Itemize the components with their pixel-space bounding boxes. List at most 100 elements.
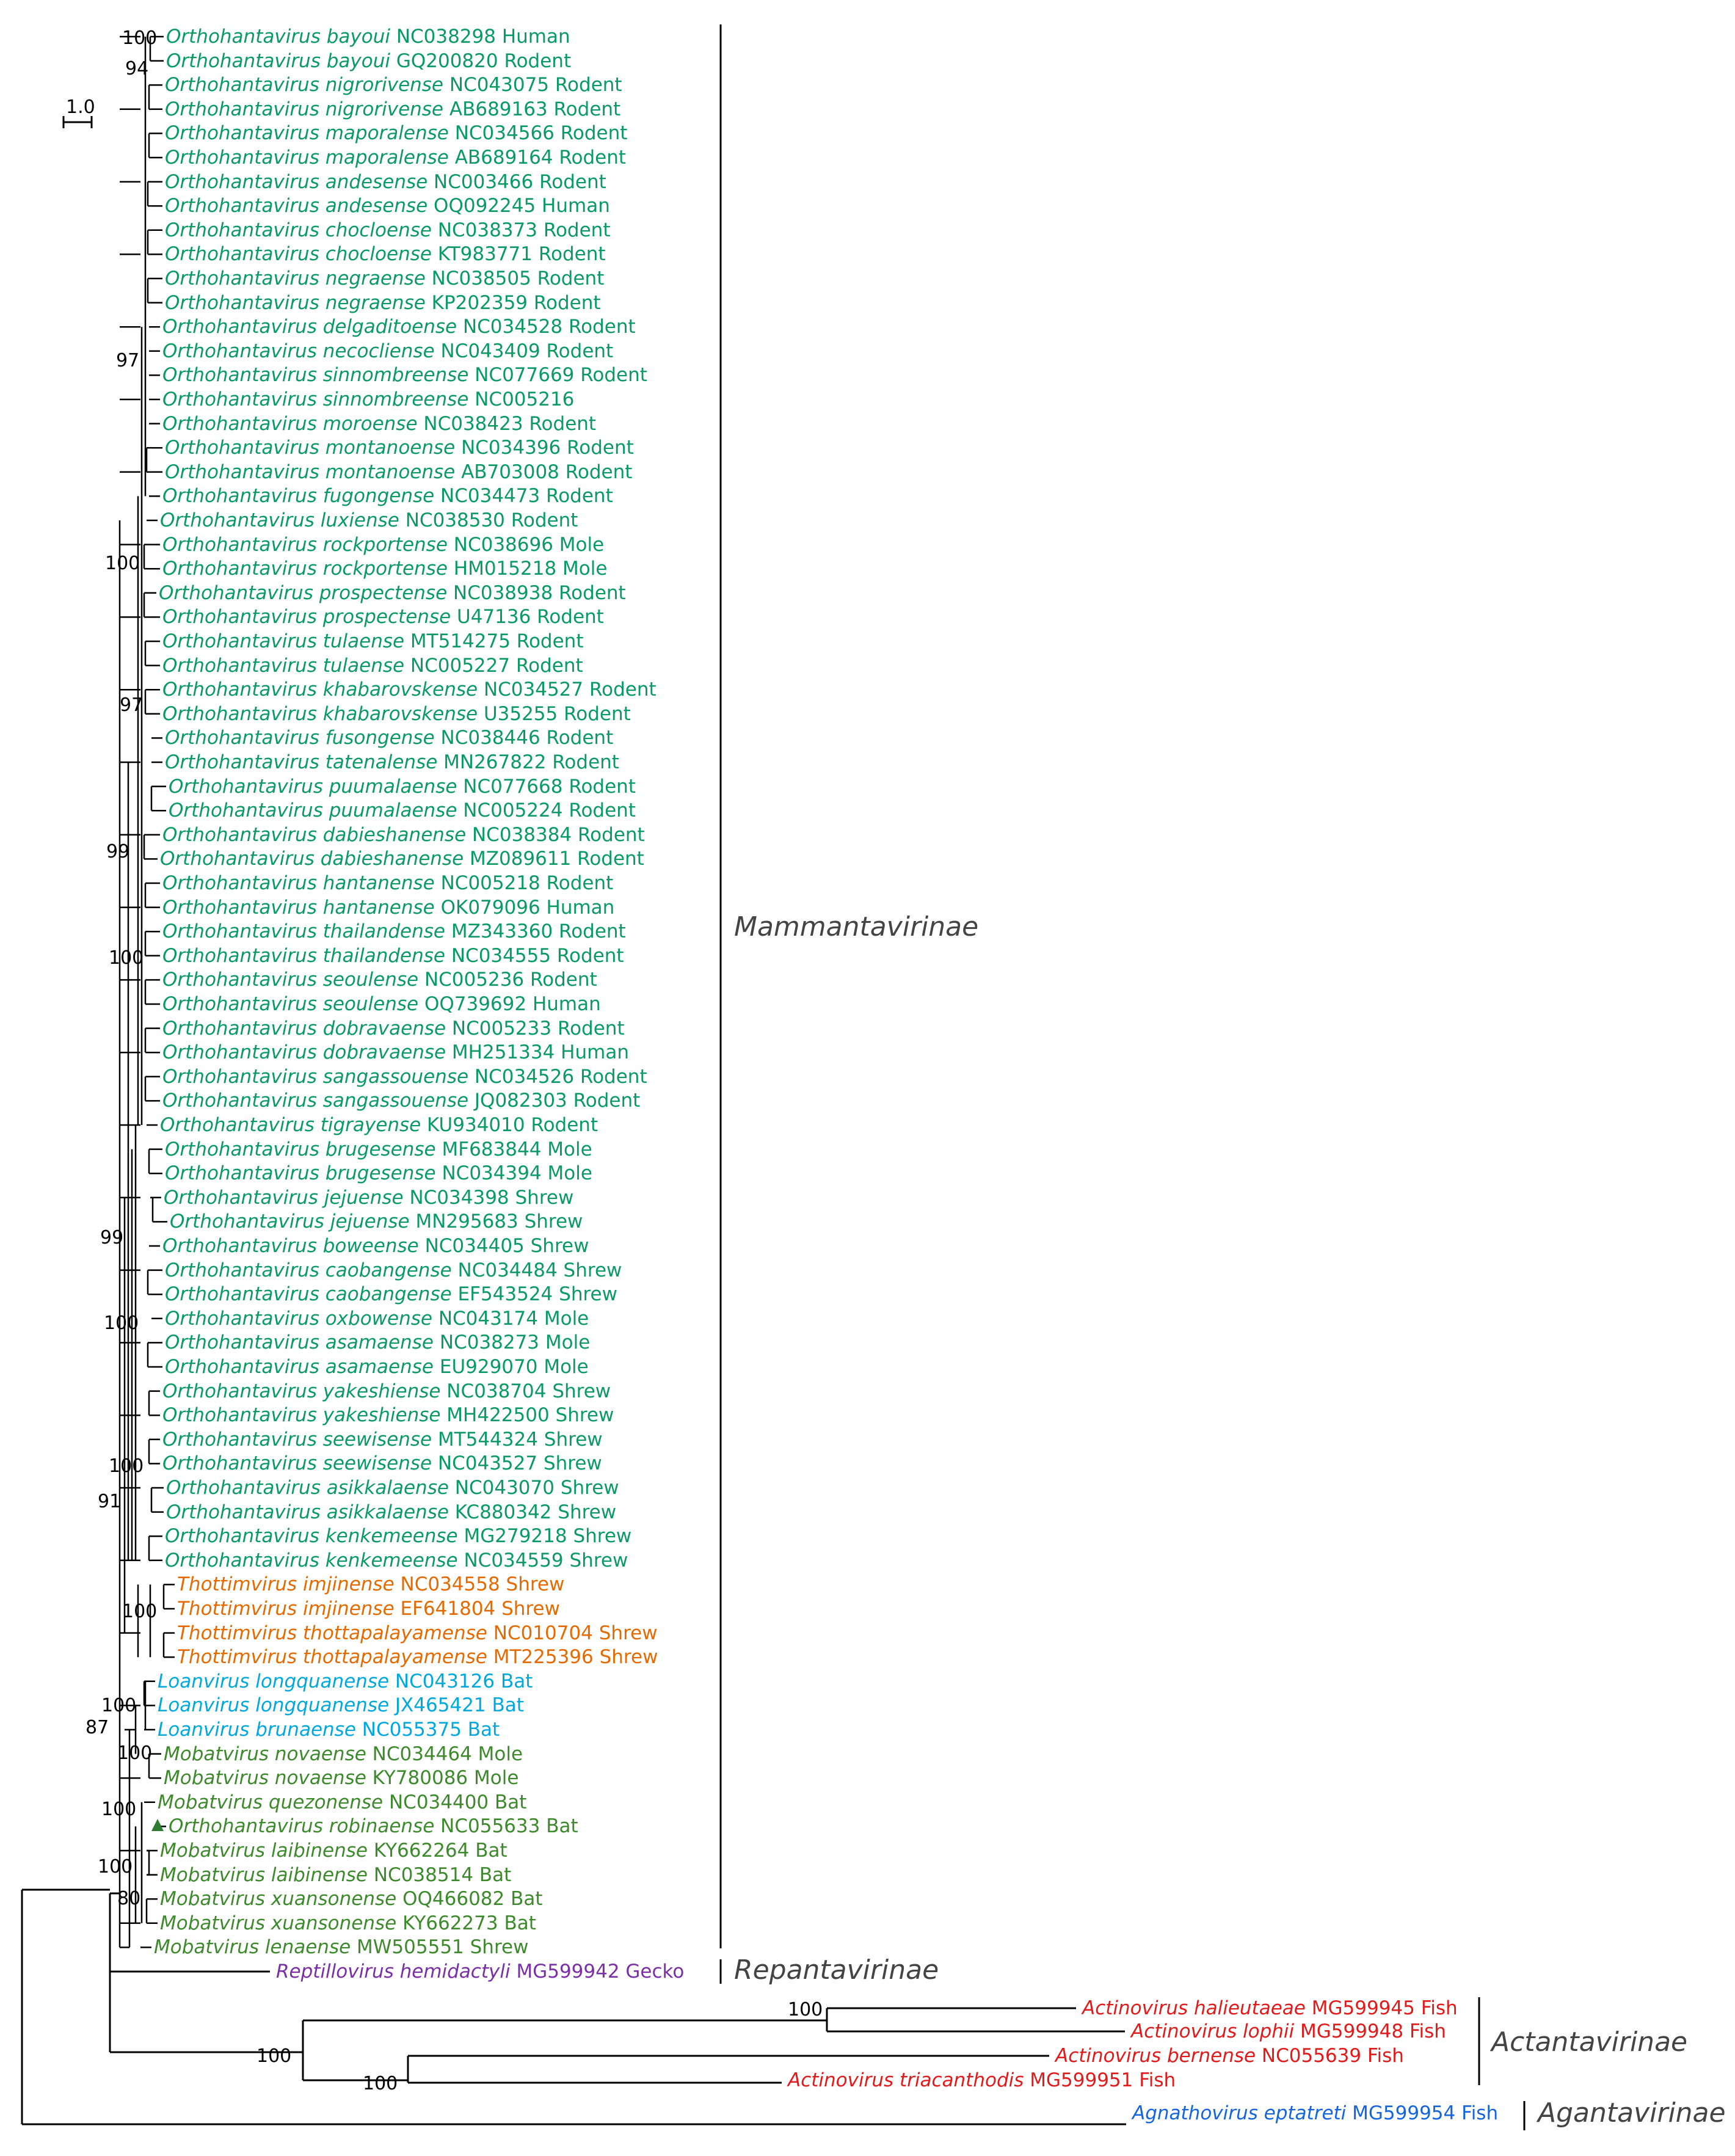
tip-accession-host: KY662264 Bat (368, 1840, 507, 1862)
tip-species: Orthohantavirus asamaense (165, 1331, 434, 1354)
tip-accession-host: NC043075 Rodent (443, 74, 622, 97)
tip-species: Orthohantavirus asamaense (165, 1356, 434, 1378)
tip-accession-host: NC043126 Bat (389, 1670, 533, 1692)
tip-accession-host: NC003466 Rodent (427, 170, 606, 193)
tip-label: Orthohantavirus delgaditoense NC034528 R… (162, 316, 636, 338)
tip-label: Orthohantavirus moroense NC038423 Rodent (162, 413, 596, 435)
tip-species: Orthohantavirus brugesense (165, 1138, 436, 1160)
tip-label: Orthohantavirus luxiense NC038530 Rodent (160, 509, 578, 531)
tip-species: Orthohantavirus khabarovskense (162, 702, 478, 725)
tip-label: Orthohantavirus sangassouense JQ082303 R… (162, 1090, 640, 1112)
tip-species: Orthohantavirus tigrayense (160, 1114, 421, 1136)
tip-accession-host: OQ466082 Bat (396, 1888, 543, 1910)
tip-species: Mobatvirus xuansonense (160, 1888, 397, 1910)
tip-accession-host: MN267822 Rodent (437, 751, 619, 773)
clade-label-actantavirinae: Actantavirinae (1491, 2027, 1688, 2058)
tip-species: Orthohantavirus seoulense (162, 969, 419, 991)
tip-accession-host: U35255 Rodent (478, 702, 631, 725)
tip-accession-host: MH422500 Shrew (440, 1404, 614, 1427)
tip-label: Orthohantavirus negraense KP202359 Roden… (165, 292, 601, 314)
tip-label: Orthohantavirus brugesense MF683844 Mole (165, 1138, 592, 1160)
tip-species: Mobatvirus lenaense (154, 1936, 351, 1959)
tip-accession-host: NC077668 Rodent (457, 775, 636, 798)
tip-label: Orthohantavirus rockportense NC038696 Mo… (162, 534, 604, 556)
tip-accession-host: KU934010 Rodent (421, 1114, 598, 1136)
tip-species: Orthohantavirus delgaditoense (162, 316, 457, 338)
tip-label: Orthohantavirus robinaense NC055633 Bat (169, 1815, 578, 1837)
bootstrap-value: 100 (105, 553, 140, 574)
tip-label: Mobatvirus xuansonense OQ466082 Bat (160, 1888, 543, 1910)
tip-species: Mobatvirus quezonense (158, 1791, 384, 1813)
tip-accession-host: MG599954 Fish (1346, 2102, 1499, 2124)
tip-label: Orthohantavirus chocloense NC038373 Rode… (165, 219, 611, 241)
bootstrap-value: 100 (363, 2073, 398, 2094)
tip-label: Orthohantavirus seewisense MT544324 Shre… (162, 1429, 603, 1451)
tip-label: Orthohantavirus seewisense NC043527 Shre… (162, 1452, 602, 1474)
tip-accession-host: OQ092245 Human (427, 195, 610, 217)
tip-accession-host: NC043070 Shrew (448, 1477, 619, 1499)
tip-species: Orthohantavirus moroense (162, 412, 418, 435)
tip-species: Mobatvirus laibinense (160, 1840, 368, 1862)
clade-label-repantavirinae: Repantavirinae (734, 1954, 939, 1986)
tip-accession-host: NC038298 Human (390, 26, 570, 48)
tip-species: Orthohantavirus asikkalaense (166, 1477, 449, 1499)
tip-species: Orthohantavirus brugesense (165, 1162, 436, 1185)
tip-accession-host: NC034566 Rodent (448, 122, 628, 145)
tip-species: Orthohantavirus nigrorivense (165, 74, 444, 97)
tip-species: Loanvirus longquanense (158, 1694, 390, 1717)
tip-label: Orthohantavirus maporalense NC034566 Rod… (165, 122, 627, 144)
tip-species: Orthohantavirus khabarovskense (162, 679, 478, 701)
tip-species: Orthohantavirus thailandense (162, 920, 446, 943)
tip-species: Agnathovirus eptatreti (1132, 2102, 1347, 2124)
tip-label: Orthohantavirus sinnombreense NC077669 R… (162, 364, 647, 386)
tip-species: Orthohantavirus tulaense (162, 630, 405, 652)
tip-label: Orthohantavirus hantanense NC005218 Rode… (162, 872, 613, 894)
bootstrap-value: 100 (788, 1999, 823, 2020)
tip-species: Orthohantavirus negraense (165, 291, 426, 314)
tip-species: Orthohantavirus puumalaense (169, 775, 457, 798)
tip-species: Orthohantavirus fusongense (165, 727, 435, 749)
tip-label: Orthohantavirus nigrorivense AB689163 Ro… (165, 98, 620, 120)
tip-label: Mobatvirus laibinense NC038514 Bat (160, 1864, 511, 1886)
tip-accession-host: NC038938 Rodent (447, 581, 626, 604)
tip-label: Mobatvirus lenaense MW505551 Shrew (154, 1936, 528, 1958)
tip-label: Orthohantavirus puumalaense NC077668 Rod… (169, 776, 636, 798)
tip-label: Actinovirus triacanthodis MG599951 Fish (788, 2069, 1176, 2091)
tip-accession-host: NC034400 Bat (383, 1791, 527, 1813)
tip-label: Orthohantavirus chocloense KT983771 Rode… (165, 243, 606, 265)
tip-label: Orthohantavirus seoulense OQ739692 Human (162, 993, 601, 1015)
tip-species: Orthohantavirus caobangense (165, 1259, 452, 1281)
tip-accession-host: NC038696 Mole (447, 533, 605, 556)
tip-label: Orthohantavirus necocliense NC043409 Rod… (162, 340, 613, 362)
tip-species: Orthohantavirus asikkalaense (166, 1501, 449, 1523)
tip-species: Orthohantavirus yakeshiense (162, 1380, 441, 1402)
bootstrap-value: 100 (109, 1455, 144, 1477)
tip-label: Orthohantavirus sangassouense NC034526 R… (162, 1066, 647, 1088)
tip-accession-host: MN295683 Shrew (409, 1211, 583, 1233)
tip-accession-host: MZ343360 Rodent (445, 920, 626, 943)
tip-label: Orthohantavirus montanoense NC034396 Rod… (165, 437, 634, 459)
tip-accession-host: NC034464 Mole (366, 1743, 523, 1765)
clade-label-mammantavirinae: Mammantavirinae (734, 911, 979, 942)
tip-accession-host: NC034559 Shrew (457, 1549, 628, 1571)
bootstrap-value: 99 (106, 841, 130, 862)
bootstrap-value: 100 (98, 1856, 133, 1877)
tip-accession-host: MT544324 Shrew (432, 1428, 603, 1451)
bootstrap-value: 97 (120, 694, 144, 716)
tip-species: Thottimvirus imjinense (177, 1598, 395, 1620)
tip-species: Orthohantavirus dobravaense (162, 1041, 446, 1064)
tip-label: Thottimvirus imjinense NC034558 Shrew (177, 1573, 564, 1595)
bootstrap-value: 100 (122, 1601, 158, 1622)
tip-species: Orthohantavirus andesense (165, 170, 428, 193)
tip-label: Orthohantavirus tulaense MT514275 Rodent (162, 630, 583, 652)
tip-species: Loanvirus longquanense (158, 1670, 390, 1692)
tip-species: Orthohantavirus sinnombreense (162, 364, 469, 387)
tip-species: Orthohantavirus jejuense (170, 1211, 410, 1233)
tip-accession-host: NC005227 Rodent (404, 654, 583, 677)
triangle-marker-icon (151, 1819, 164, 1832)
scale-bar-label: 1.0 (66, 97, 95, 118)
tip-accession-host: GQ200820 Rodent (390, 49, 572, 72)
tip-label: Orthohantavirus puumalaense NC005224 Rod… (169, 799, 636, 821)
tip-label: Mobatvirus quezonense NC034400 Bat (158, 1791, 526, 1813)
tip-species: Orthohantavirus bayoui (166, 49, 390, 72)
